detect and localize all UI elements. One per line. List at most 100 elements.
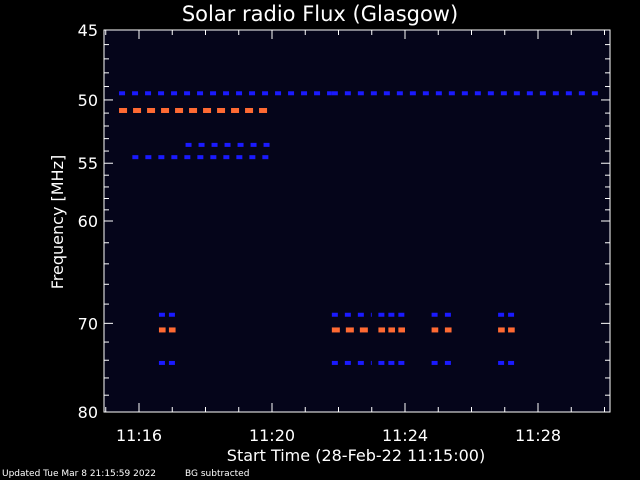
emission-high [203,107,212,113]
y-tick-label: 70 [78,314,98,333]
emission-low [223,155,230,160]
emission-low [398,360,405,365]
emission-low [396,91,403,96]
emission-low [508,312,515,317]
emission-low [262,91,269,96]
emission-low [171,91,178,96]
emission-low [158,91,165,96]
emission-high [119,107,128,113]
emission-low [197,155,204,160]
emission-low [211,142,218,147]
emission-low [498,360,505,365]
emission-low [210,91,217,96]
emission-high [398,327,405,333]
emission-low [383,91,390,96]
emission-low [539,91,546,96]
y-tick-label: 80 [78,403,98,422]
emission-low [275,91,282,96]
emission-low [210,155,217,160]
x-tick-label: 11:20 [249,426,295,445]
emission-low [249,91,256,96]
emission-low [409,91,416,96]
emission-low [565,91,572,96]
emission-low [370,91,377,96]
emission-low [378,312,385,317]
emission-high [498,327,505,333]
emission-low [398,312,405,317]
emission-high [133,107,142,113]
y-tick-label: 60 [78,212,98,231]
emission-low [448,91,455,96]
y-axis: 45 50 55 60 70 80 [78,21,610,422]
emission-low [370,360,372,365]
emission-low [331,91,338,96]
emission-low [487,91,494,96]
emission-low [249,155,256,160]
emission-low [236,91,243,96]
emission-low [119,91,126,96]
emission-high [161,107,170,113]
emission-low [444,360,451,365]
emission-low [158,312,165,317]
emission-high [378,327,386,333]
emission-high [217,107,226,113]
emission-low [158,360,165,365]
emission-low [301,91,308,96]
x-axis: 11:16 11:20 11:24 11:28 [105,30,605,445]
emission-low [526,91,533,96]
emission-low [370,312,372,317]
emission-low [498,312,505,317]
emission-high [259,107,268,113]
emission-low [145,155,152,160]
y-tick-label: 55 [78,154,98,173]
emission-low [132,155,139,160]
emission-low [168,360,175,365]
emission-high [231,107,240,113]
emission-low [378,360,385,365]
emission-low [171,155,178,160]
emission-high [444,327,452,333]
emission-low [262,155,269,160]
emission-low [388,312,395,317]
emission-low [198,142,205,147]
emission-low [513,91,520,96]
emission-low [422,91,429,96]
emission-low [331,312,338,317]
emission-high [147,107,156,113]
updated-timestamp: Updated Tue Mar 8 21:15:59 2022 [2,469,157,479]
emission-high [175,107,184,113]
emission-low [591,91,598,96]
x-tick-label: 11:24 [382,426,428,445]
emission-low [184,91,191,96]
emission-low [578,91,585,96]
emission-low [236,155,243,160]
emission-high [345,327,354,333]
x-axis-label: Start Time (28-Feb-22 11:15:00) [227,446,485,465]
chart-title: Solar radio Flux (Glasgow) [181,2,459,26]
emission-low [250,142,257,147]
y-tick-label: 50 [78,91,98,110]
emission-low [185,142,192,147]
emission-low [500,91,507,96]
emission-low [331,360,338,365]
x-tick-label: 11:16 [116,426,162,445]
emission-high [331,327,340,333]
bg-subtracted-note: BG subtracted [185,469,250,479]
emission-low [288,91,295,96]
emission-low [158,155,165,160]
emission-low [357,312,364,317]
emission-bands [119,91,598,365]
emission-low [431,360,438,365]
emission-low [314,91,321,96]
emission-low [431,312,438,317]
emission-high [158,327,166,333]
y-axis-label: Frequency [MHz] [48,155,67,289]
emission-low [237,142,244,147]
emission-high [359,327,368,333]
emission-high [245,107,254,113]
emission-low [327,91,332,96]
emission-low [344,91,351,96]
emission-low [132,91,139,96]
emission-high [508,327,515,333]
x-tick-label: 11:28 [515,426,561,445]
